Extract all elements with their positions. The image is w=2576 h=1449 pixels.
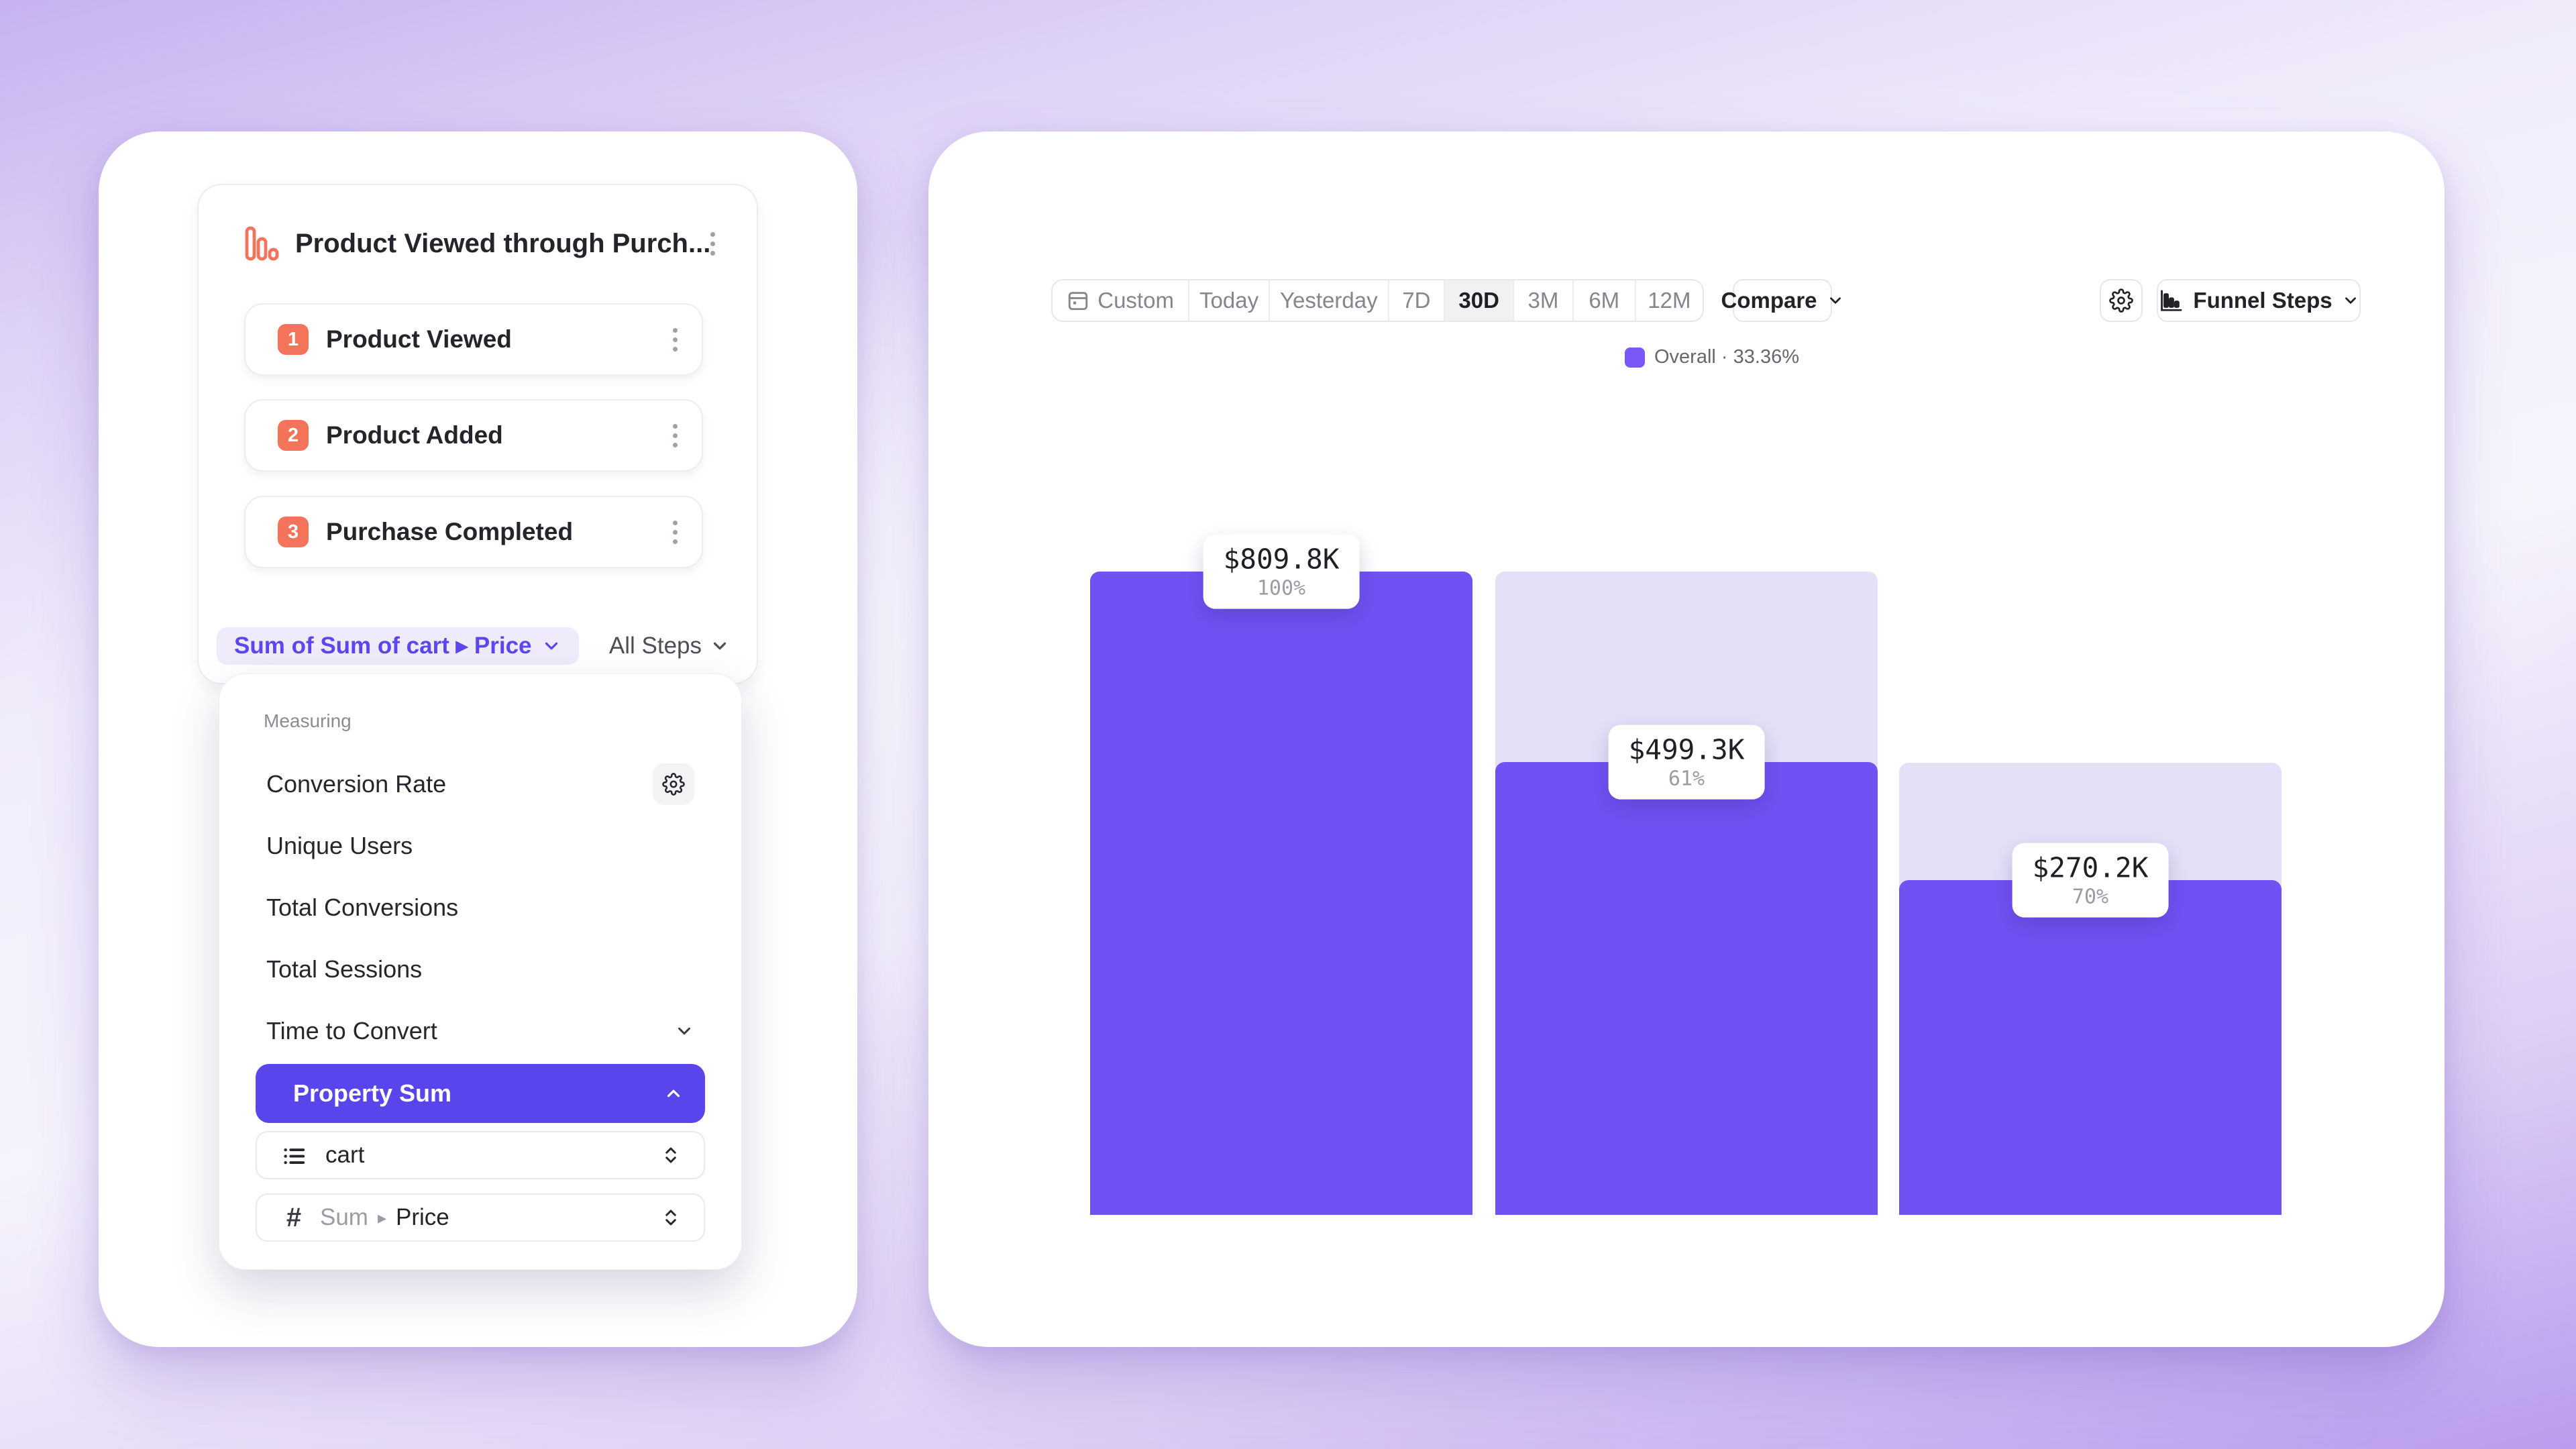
funnel-header: Product Viewed through Purch... [199, 219, 757, 268]
chart-panel: Custom Today Yesterday 7D 30D 3M 6M 12M … [928, 131, 2445, 1347]
menu-item-total-conversions[interactable]: Total Conversions [266, 894, 459, 921]
step-number-badge: 3 [278, 517, 309, 547]
date-range-7d[interactable]: 7D [1389, 280, 1446, 321]
funnel-step-row-3[interactable]: 3 Purchase Completed [244, 496, 703, 568]
hash-icon: # [286, 1202, 302, 1232]
funnel-overflow-menu-icon[interactable] [710, 231, 716, 256]
menu-item-total-sessions[interactable]: Total Sessions [266, 955, 423, 983]
date-range-30d-selected[interactable]: 30D [1445, 280, 1515, 321]
bar-converted-segment [1090, 572, 1472, 1215]
funnel-bar-step-3[interactable]: $270.2K 70% [1899, 572, 2282, 1215]
menu-item-conversion-rate[interactable]: Conversion Rate [219, 753, 741, 815]
aggregation-prefix: Sum [320, 1204, 368, 1230]
menu-item-unique-users[interactable]: Unique Users [266, 832, 413, 859]
chart-type-selector-button[interactable]: Funnel Steps [2157, 279, 2361, 322]
list-icon [281, 1142, 307, 1168]
chevron-down-icon [710, 636, 730, 656]
select-stepper-icon [661, 1206, 681, 1229]
metric-dropdown-label: Sum of Sum of cart ▸ Price [234, 633, 532, 659]
aggregation-select[interactable]: # Sum ▸ Price [256, 1193, 705, 1242]
chevron-up-icon [663, 1083, 684, 1104]
chevron-down-icon [1827, 292, 1844, 309]
bar-value-label: $809.8K 100% [1203, 534, 1360, 609]
step-overflow-menu-icon[interactable] [673, 520, 678, 544]
funnel-bar-step-2[interactable]: $499.3K 61% [1495, 572, 1878, 1215]
funnel-steps-icon [2158, 288, 2184, 313]
bar-value-label: $270.2K 70% [2012, 843, 2169, 918]
bar-value-label: $499.3K 61% [1608, 724, 1765, 800]
date-range-custom[interactable]: Custom [1053, 280, 1190, 321]
calendar-icon [1067, 289, 1089, 312]
date-range-3m[interactable]: 3M [1514, 280, 1574, 321]
step-number-badge: 2 [278, 420, 309, 451]
funnel-bar-chart: $809.8K 100% $499.3K 61% $270.2K 70% [1090, 534, 2283, 1215]
funnel-bar-step-1[interactable]: $809.8K 100% [1090, 534, 1472, 1215]
funnel-definition-card: Product Viewed through Purch... 1 Produc… [197, 184, 758, 684]
funnel-step-row-1[interactable]: 1 Product Viewed [244, 303, 703, 376]
funnel-chart-icon [244, 225, 279, 262]
date-range-segmented-control: Custom Today Yesterday 7D 30D 3M 6M 12M [1051, 279, 1704, 322]
step-overflow-menu-icon[interactable] [673, 327, 678, 352]
date-range-12m[interactable]: 12M [1648, 288, 1691, 313]
funnel-title: Product Viewed through Purch... [295, 228, 711, 258]
chart-settings-button[interactable] [2100, 279, 2143, 322]
breadcrumb-arrow-icon: ▸ [377, 1207, 387, 1228]
date-range-today[interactable]: Today [1189, 280, 1270, 321]
select-stepper-icon [661, 1144, 681, 1167]
steps-scope-dropdown-button[interactable]: All Steps [609, 633, 730, 659]
funnel-step-row-2[interactable]: 2 Product Added [244, 399, 703, 472]
measuring-dropdown: Measuring Conversion Rate Unique Users T… [219, 674, 742, 1270]
steps-scope-label: All Steps [608, 633, 702, 659]
chevron-down-icon [674, 1021, 694, 1041]
gear-icon[interactable] [653, 763, 694, 805]
date-range-yesterday[interactable]: Yesterday [1270, 280, 1389, 321]
legend-swatch [1625, 347, 1645, 368]
chevron-down-icon [541, 636, 561, 656]
step-number-badge: 1 [278, 324, 309, 355]
step-label: Product Viewed [326, 325, 512, 353]
menu-item-property-sum-selected[interactable]: Property Sum [256, 1064, 705, 1123]
date-range-6m[interactable]: 6M [1574, 280, 1636, 321]
bar-converted-segment [1899, 880, 2282, 1215]
aggregation-value: Price [396, 1204, 449, 1230]
chevron-down-icon [2342, 292, 2359, 309]
measuring-section-label: Measuring [264, 710, 352, 731]
property-select-value: cart [325, 1142, 365, 1168]
chart-legend[interactable]: Overall · 33.36% [1625, 346, 1799, 368]
metric-dropdown-button[interactable]: Sum of Sum of cart ▸ Price [217, 627, 579, 665]
menu-item-time-to-convert[interactable]: Time to Convert [219, 1000, 741, 1062]
funnel-builder-panel: Product Viewed through Purch... 1 Produc… [99, 131, 857, 1347]
bar-converted-segment [1495, 761, 1878, 1215]
property-select[interactable]: cart [256, 1131, 705, 1179]
measurement-bar: Sum of Sum of cart ▸ Price All Steps [217, 627, 730, 665]
step-overflow-menu-icon[interactable] [673, 423, 678, 447]
step-label: Purchase Completed [326, 518, 574, 545]
legend-label: Overall · 33.36% [1654, 346, 1799, 368]
step-label: Product Added [326, 421, 503, 449]
gear-icon [2109, 288, 2133, 313]
compare-button[interactable]: Compare [1721, 279, 1841, 322]
